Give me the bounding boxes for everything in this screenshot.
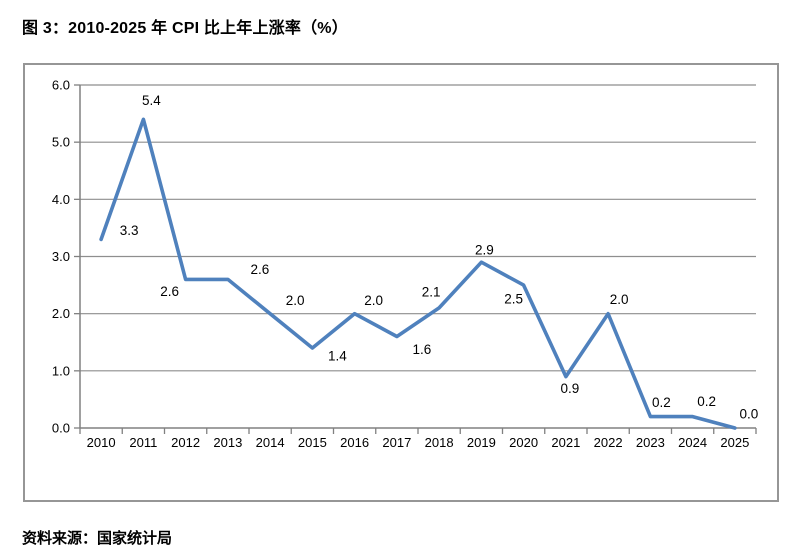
x-tick-label: 2016 xyxy=(340,435,369,450)
data-label: 0.2 xyxy=(697,394,716,409)
x-tick-label: 2024 xyxy=(678,435,707,450)
y-tick-label: 6.0 xyxy=(52,78,70,93)
data-label: 3.3 xyxy=(120,223,139,238)
data-label: 0.9 xyxy=(560,381,579,396)
data-label: 2.0 xyxy=(286,293,305,308)
x-tick-label: 2010 xyxy=(87,435,116,450)
x-tick-label: 2018 xyxy=(425,435,454,450)
data-label: 2.5 xyxy=(504,292,523,307)
x-tick-label: 2025 xyxy=(720,435,749,450)
data-label: 1.4 xyxy=(328,348,347,363)
x-tick-label: 2021 xyxy=(551,435,580,450)
y-tick-label: 4.0 xyxy=(52,192,70,207)
data-label: 0.0 xyxy=(739,407,758,422)
y-tick-label: 3.0 xyxy=(52,249,70,264)
y-tick-label: 5.0 xyxy=(52,135,70,150)
y-tick-label: 1.0 xyxy=(52,363,70,378)
x-tick-label: 2011 xyxy=(129,435,157,450)
x-tick-label: 2017 xyxy=(382,435,411,450)
data-label: 2.6 xyxy=(160,284,179,299)
data-label: 5.4 xyxy=(142,93,161,108)
cpi-line-chart: 0.0 1.0 2.0 3.0 4.0 5.0 6.0 2010 2011 2012 2013 201… xyxy=(52,78,758,451)
data-label: 2.9 xyxy=(475,243,494,258)
data-label: 2.0 xyxy=(610,292,629,307)
figure-title: 图 3：2010-2025 年 CPI 比上年上涨率（%） xyxy=(22,20,348,37)
data-label: 1.6 xyxy=(412,342,431,357)
x-tick-label: 2020 xyxy=(509,435,538,450)
x-tick-label: 2012 xyxy=(171,435,200,450)
x-tick-label: 2019 xyxy=(467,435,496,450)
x-tick-label: 2013 xyxy=(213,435,242,450)
x-tick-label: 2023 xyxy=(636,435,665,450)
cpi-line xyxy=(99,117,737,430)
data-label: 0.2 xyxy=(652,395,671,410)
x-tick-label: 2015 xyxy=(298,435,327,450)
source-note: 资料来源：国家统计局 xyxy=(22,530,173,547)
y-tick-label: 2.0 xyxy=(52,306,70,321)
data-label: 2.6 xyxy=(250,262,269,277)
y-tick-label: 0.0 xyxy=(52,421,70,436)
chart-area: 0.0 1.0 2.0 3.0 4.0 5.0 6.0 2010 2011 2012 2013 201… xyxy=(23,63,779,502)
data-label: 2.1 xyxy=(422,284,441,299)
x-tick-label: 2022 xyxy=(594,435,623,450)
data-label: 2.0 xyxy=(364,293,383,308)
x-tick-label: 2014 xyxy=(256,435,285,450)
